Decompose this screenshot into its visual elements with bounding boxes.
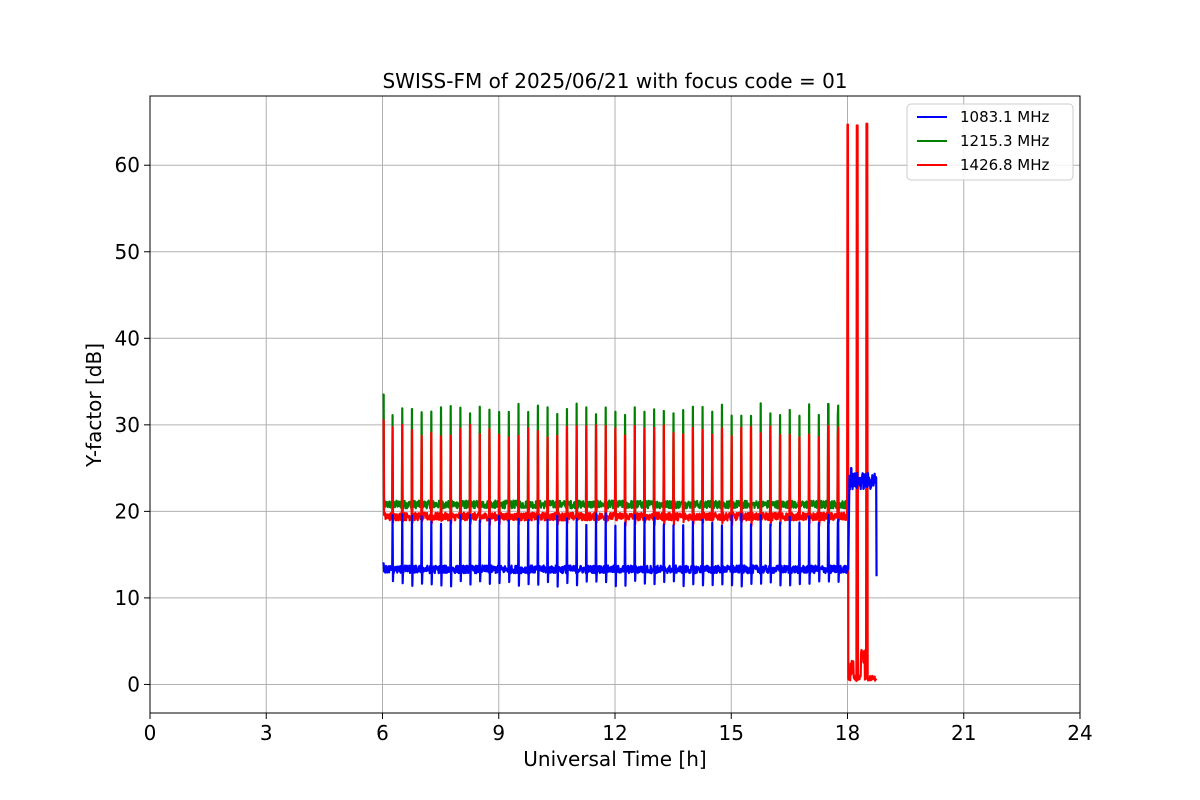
legend: 1083.1 MHz 1215.3 MHz 1426.8 MHz: [906, 103, 1074, 181]
x-tick-label: 12: [602, 721, 627, 745]
y-tick-label: 50: [115, 240, 140, 264]
x-tick-label: 3: [260, 721, 273, 745]
y-tick-label: 0: [127, 672, 140, 696]
series-layer: [381, 122, 878, 683]
x-tick-label: 6: [376, 721, 389, 745]
chart-title: SWISS-FM of 2025/06/21 with focus code =…: [382, 69, 847, 93]
x-tick-label: 18: [835, 721, 860, 745]
series-line: [381, 467, 878, 588]
y-tick-label: 30: [115, 413, 140, 437]
x-tick-label: 15: [719, 721, 744, 745]
y-tick-label: 40: [115, 326, 140, 350]
series-line: [381, 122, 878, 683]
legend-box: [906, 103, 1074, 181]
x-tick-label: 24: [1067, 721, 1092, 745]
legend-label: 1426.8 MHz: [960, 156, 1049, 174]
y-tick-label: 60: [115, 153, 140, 177]
legend-label: 1083.1 MHz: [960, 108, 1049, 126]
x-axis: 0 3 6 9 12 15 18 21 24: [144, 713, 1093, 745]
y-tick-label: 10: [115, 586, 140, 610]
x-axis-label: Universal Time [h]: [523, 747, 706, 771]
x-tick-label: 9: [492, 721, 505, 745]
y-tick-label: 20: [115, 499, 140, 523]
y-axis: 0 10 20 30 40 50 60: [115, 153, 150, 696]
y-axis-label: Y-factor [dB]: [82, 343, 106, 468]
x-tick-label: 0: [144, 721, 157, 745]
x-tick-label: 21: [951, 721, 976, 745]
legend-label: 1215.3 MHz: [960, 132, 1049, 150]
